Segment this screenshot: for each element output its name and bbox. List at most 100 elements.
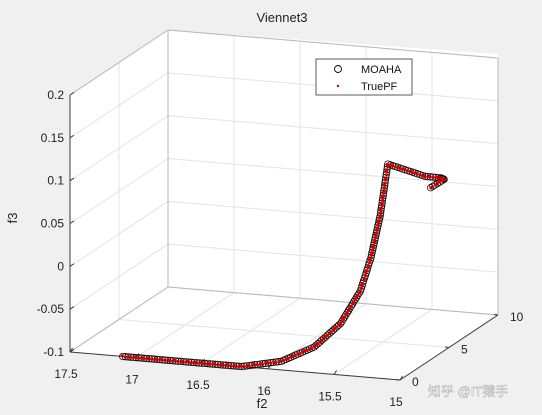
truepf-point (340, 319, 344, 323)
pareto-front-points (119, 160, 448, 371)
watermark: 知乎 @IT猿手 (428, 384, 508, 399)
truepf-point (375, 226, 379, 231)
truepf-point (356, 294, 360, 298)
truepf-point (343, 315, 347, 319)
truepf-point (351, 300, 356, 304)
truepf-point (265, 360, 269, 365)
moaha-point (336, 319, 345, 328)
truepf-point (385, 168, 389, 172)
z-tick-label: 0.2 (47, 88, 64, 102)
truepf-point (332, 326, 336, 330)
axis-ticks: -0.1 -0.05 0 0.05 0.1 0.15 0.2 17.5 17 16.5 16 15.5… (37, 88, 524, 409)
truepf-point (383, 186, 387, 190)
truepf-point (431, 175, 435, 179)
truepf-point (269, 361, 273, 365)
truepf-point (349, 304, 353, 309)
truepf-point (128, 356, 132, 360)
y-tick-mark (333, 370, 338, 375)
truepf-point (364, 274, 368, 278)
truepf-point (335, 325, 339, 329)
y-tick-label: 15.5 (318, 389, 342, 403)
truepf-point (325, 334, 329, 338)
z-tick-label: 0.05 (41, 217, 65, 231)
truepf-point (290, 354, 294, 358)
truepf-point (186, 359, 190, 364)
truepf-point (168, 359, 172, 363)
truepf-point (329, 330, 333, 335)
truepf-point (226, 363, 230, 367)
truepf-point (410, 171, 414, 175)
legend: MOAHA TruePF (315, 58, 413, 96)
moaha-point (354, 291, 362, 299)
legend-moaha-marker (334, 65, 342, 73)
z-tick-mark (69, 306, 75, 310)
truepf-point (398, 167, 402, 171)
box-edge (69, 286, 169, 353)
box-edge (167, 286, 499, 316)
y-tick-mark (69, 347, 74, 353)
z-tick-mark (69, 134, 75, 139)
legend-box (315, 58, 413, 96)
truepf-point (298, 352, 302, 356)
box-edge (167, 29, 499, 59)
truepf-point (381, 199, 385, 203)
truepf-point (229, 364, 233, 368)
truepf-point (347, 308, 351, 313)
grid-line-x (118, 319, 450, 348)
truepf-point (429, 186, 433, 190)
x-tick-mark (444, 346, 450, 348)
truepf-point (208, 362, 212, 367)
truepf-point (353, 298, 357, 302)
truepf-point (423, 175, 427, 179)
truepf-point (374, 236, 378, 240)
truepf-point (440, 179, 444, 183)
moaha-point (429, 182, 437, 190)
truepf-point (369, 256, 373, 260)
truepf-point (234, 365, 238, 369)
x-tick-label: 0 (412, 375, 419, 389)
truepf-point (176, 359, 180, 364)
truepf-point (173, 358, 177, 362)
truepf-point (358, 290, 362, 294)
z-tick-label: -0.1 (43, 345, 64, 359)
truepf-point (252, 362, 256, 366)
grid-line-z (167, 200, 499, 230)
truepf-point (282, 359, 286, 363)
truepf-point (371, 248, 375, 252)
z-tick-label: 0.15 (41, 131, 65, 145)
box-edge (69, 29, 169, 96)
truepf-point (309, 347, 314, 351)
truepf-point (242, 364, 246, 369)
grid-line-z (167, 115, 499, 145)
z-tick-label: 0.1 (47, 174, 64, 188)
truepf-point (362, 277, 366, 281)
truepf-point (213, 362, 217, 366)
z-tick-mark (69, 263, 75, 267)
truepf-point (345, 311, 349, 315)
z-axis-label: f3 (5, 213, 20, 224)
truepf-point (376, 223, 380, 227)
truepf-point (279, 359, 283, 363)
truepf-point (247, 364, 251, 368)
truepf-point (286, 357, 290, 361)
truepf-point (418, 173, 422, 177)
moaha-point (347, 302, 355, 310)
y-tick-label: 16.5 (186, 378, 210, 392)
truepf-point (361, 282, 365, 286)
truepf-point (368, 261, 372, 265)
z-tick-mark (69, 220, 75, 224)
truepf-point (323, 334, 327, 338)
truepf-point (393, 165, 397, 169)
truepf-point (319, 339, 323, 343)
truepf-point (365, 269, 369, 273)
truepf-point (147, 356, 151, 360)
truepf-point (163, 358, 167, 362)
truepf-point (338, 322, 342, 326)
chart-title: Viennet3 (256, 10, 307, 25)
truepf-point (380, 202, 384, 206)
truepf-point (274, 361, 278, 365)
x-tick-mark (395, 379, 401, 381)
truepf-point (374, 231, 378, 235)
axes-back-right-face (168, 30, 498, 313)
